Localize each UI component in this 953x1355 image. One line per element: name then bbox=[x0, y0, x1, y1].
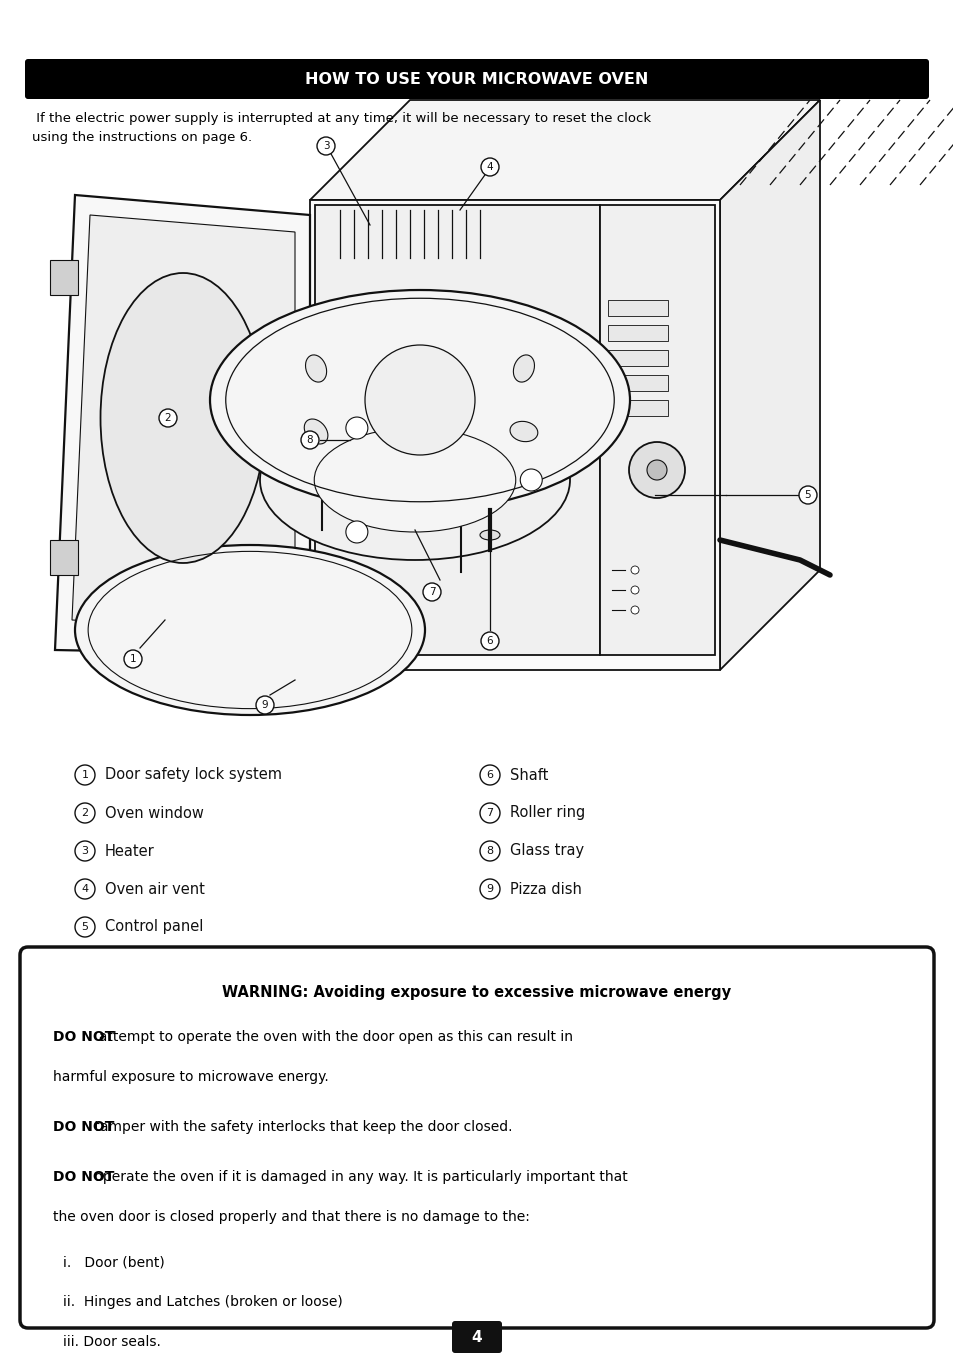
Circle shape bbox=[255, 696, 274, 714]
Text: DO NOT: DO NOT bbox=[53, 1169, 114, 1184]
Bar bbox=[607, 350, 667, 366]
Text: 9: 9 bbox=[261, 701, 268, 710]
Circle shape bbox=[646, 459, 666, 480]
Ellipse shape bbox=[75, 545, 424, 715]
FancyBboxPatch shape bbox=[20, 947, 933, 1328]
Circle shape bbox=[519, 469, 541, 491]
Bar bbox=[50, 260, 78, 295]
Text: 8: 8 bbox=[486, 846, 493, 856]
Text: HOW TO USE YOUR MICROWAVE OVEN: HOW TO USE YOUR MICROWAVE OVEN bbox=[305, 72, 648, 87]
Ellipse shape bbox=[314, 428, 516, 533]
Bar bbox=[599, 205, 714, 654]
Text: 6: 6 bbox=[486, 770, 493, 780]
Circle shape bbox=[346, 417, 368, 439]
Text: 2: 2 bbox=[165, 413, 172, 423]
Text: 1: 1 bbox=[130, 654, 136, 664]
Text: iii. Door seals.: iii. Door seals. bbox=[63, 1335, 161, 1350]
Circle shape bbox=[479, 841, 499, 860]
Bar bbox=[314, 205, 599, 654]
Text: 2: 2 bbox=[81, 808, 89, 818]
Text: Shaft: Shaft bbox=[510, 767, 548, 782]
FancyBboxPatch shape bbox=[452, 1321, 501, 1354]
Text: 4: 4 bbox=[486, 163, 493, 172]
Text: tamper with the safety interlocks that keep the door closed.: tamper with the safety interlocks that k… bbox=[91, 1121, 512, 1134]
Polygon shape bbox=[310, 201, 720, 669]
Circle shape bbox=[75, 804, 95, 822]
Text: attempt to operate the oven with the door open as this can result in: attempt to operate the oven with the doo… bbox=[91, 1030, 573, 1043]
Text: 9: 9 bbox=[486, 883, 493, 894]
Text: 3: 3 bbox=[322, 141, 329, 150]
Text: Pizza dish: Pizza dish bbox=[510, 882, 581, 897]
Bar bbox=[607, 325, 667, 341]
Circle shape bbox=[799, 486, 816, 504]
Circle shape bbox=[75, 879, 95, 898]
Bar bbox=[607, 299, 667, 316]
Circle shape bbox=[365, 346, 475, 455]
Text: harmful exposure to microwave energy.: harmful exposure to microwave energy. bbox=[53, 1070, 329, 1084]
Circle shape bbox=[479, 879, 499, 898]
Circle shape bbox=[630, 566, 639, 575]
Circle shape bbox=[630, 606, 639, 614]
Polygon shape bbox=[720, 100, 820, 669]
Circle shape bbox=[479, 804, 499, 822]
Text: 3: 3 bbox=[81, 846, 89, 856]
Text: operate the oven if it is damaged in any way. It is particularly important that: operate the oven if it is damaged in any… bbox=[91, 1169, 627, 1184]
Text: WARNING: Avoiding exposure to excessive microwave energy: WARNING: Avoiding exposure to excessive … bbox=[222, 985, 731, 1000]
Ellipse shape bbox=[510, 421, 537, 442]
Text: 4: 4 bbox=[81, 883, 89, 894]
Circle shape bbox=[628, 442, 684, 499]
Ellipse shape bbox=[100, 272, 265, 562]
FancyBboxPatch shape bbox=[25, 60, 928, 99]
Ellipse shape bbox=[210, 290, 629, 509]
Text: i.   Door (bent): i. Door (bent) bbox=[63, 1255, 165, 1270]
Ellipse shape bbox=[513, 355, 534, 382]
Bar bbox=[607, 400, 667, 416]
Text: Oven air vent: Oven air vent bbox=[105, 882, 205, 897]
Text: 7: 7 bbox=[486, 808, 493, 818]
Text: 4: 4 bbox=[471, 1329, 482, 1344]
Ellipse shape bbox=[260, 400, 569, 560]
Polygon shape bbox=[299, 340, 317, 364]
Text: DO NOT: DO NOT bbox=[53, 1121, 114, 1134]
Circle shape bbox=[422, 583, 440, 602]
Text: 5: 5 bbox=[803, 491, 810, 500]
Circle shape bbox=[124, 650, 142, 668]
Text: 8: 8 bbox=[306, 435, 313, 444]
Text: ii.  Hinges and Latches (broken or loose): ii. Hinges and Latches (broken or loose) bbox=[63, 1295, 342, 1309]
Text: 5: 5 bbox=[81, 921, 89, 932]
Circle shape bbox=[159, 409, 177, 427]
Ellipse shape bbox=[304, 419, 328, 444]
Ellipse shape bbox=[305, 355, 326, 382]
Text: Heater: Heater bbox=[105, 844, 154, 859]
Text: the oven door is closed properly and that there is no damage to the:: the oven door is closed properly and tha… bbox=[53, 1210, 529, 1224]
Polygon shape bbox=[71, 215, 294, 631]
Text: Door safety lock system: Door safety lock system bbox=[105, 767, 282, 782]
Text: 6: 6 bbox=[486, 635, 493, 646]
Bar bbox=[50, 541, 78, 575]
Text: Control panel: Control panel bbox=[105, 920, 203, 935]
Circle shape bbox=[75, 841, 95, 860]
Bar bbox=[607, 375, 667, 392]
Circle shape bbox=[301, 431, 318, 449]
Text: Glass tray: Glass tray bbox=[510, 844, 583, 859]
Circle shape bbox=[479, 766, 499, 785]
Circle shape bbox=[75, 766, 95, 785]
Text: If the electric power supply is interrupted at any time, it will be necessary to: If the electric power supply is interrup… bbox=[32, 112, 651, 144]
Text: Roller ring: Roller ring bbox=[510, 805, 584, 821]
Circle shape bbox=[480, 159, 498, 176]
Text: DO NOT: DO NOT bbox=[53, 1030, 114, 1043]
Ellipse shape bbox=[479, 530, 499, 541]
Polygon shape bbox=[310, 100, 820, 201]
Circle shape bbox=[630, 585, 639, 593]
Text: 7: 7 bbox=[428, 587, 435, 598]
Polygon shape bbox=[55, 195, 310, 654]
Circle shape bbox=[75, 917, 95, 938]
Circle shape bbox=[316, 137, 335, 154]
Circle shape bbox=[480, 631, 498, 650]
Text: 1: 1 bbox=[81, 770, 89, 780]
Circle shape bbox=[346, 520, 368, 543]
Text: Oven window: Oven window bbox=[105, 805, 204, 821]
